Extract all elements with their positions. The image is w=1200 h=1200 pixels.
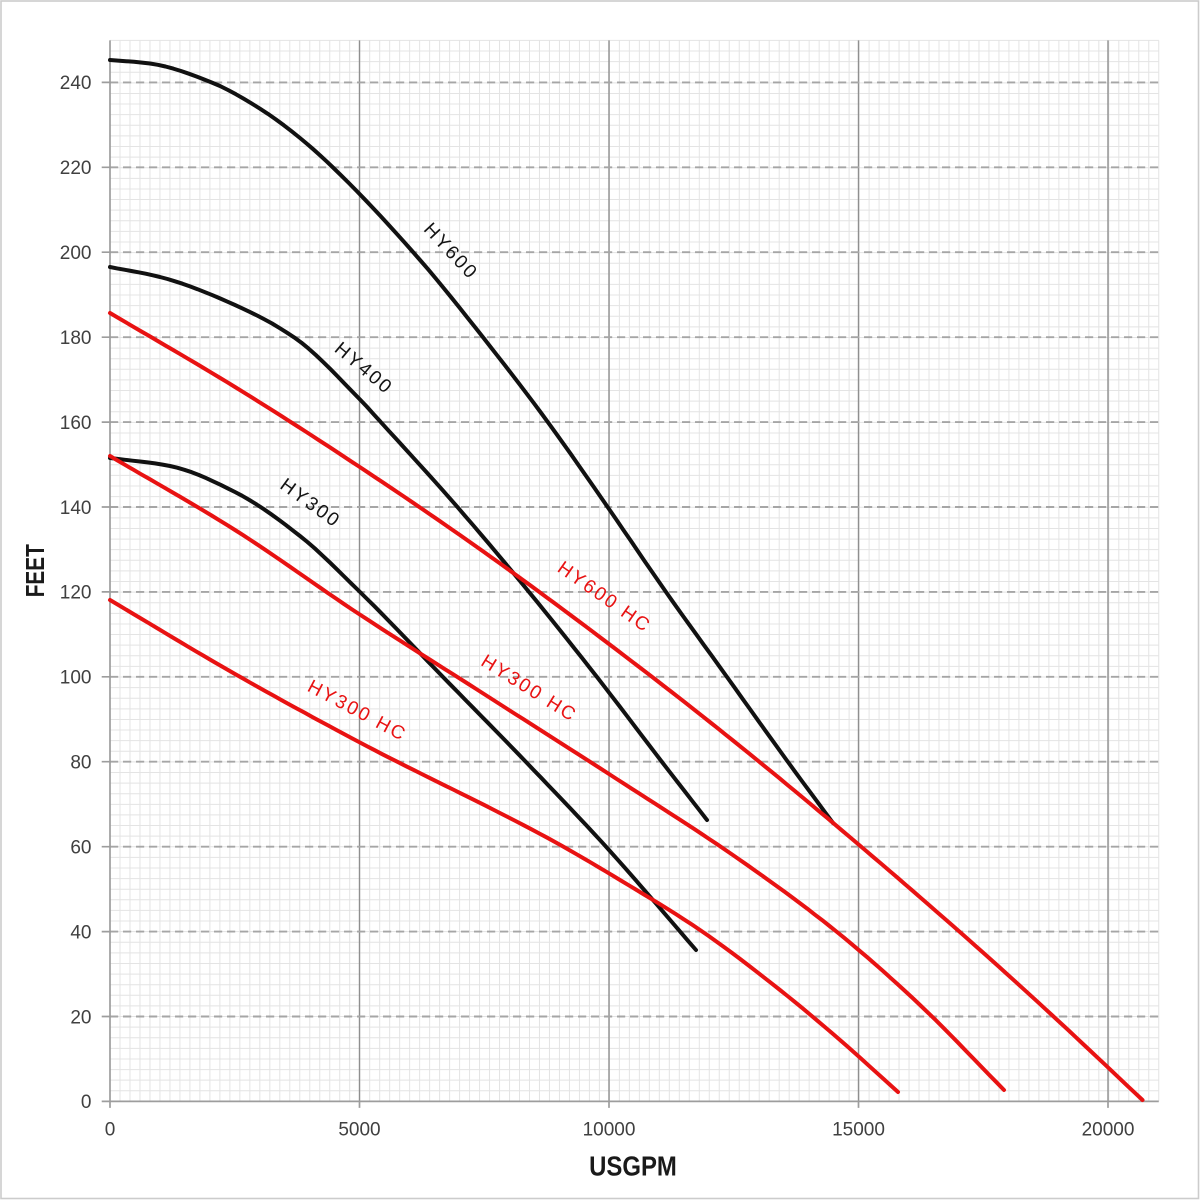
svg-text:5000: 5000: [338, 1120, 380, 1141]
svg-text:60: 60: [70, 838, 91, 859]
svg-text:FEET: FEET: [21, 544, 50, 598]
svg-text:100: 100: [60, 668, 92, 689]
svg-text:40: 40: [70, 922, 91, 943]
svg-text:180: 180: [60, 328, 92, 349]
svg-text:160: 160: [60, 413, 92, 434]
svg-text:20000: 20000: [1082, 1120, 1135, 1141]
svg-text:220: 220: [60, 158, 92, 179]
svg-text:200: 200: [60, 243, 92, 264]
svg-text:10000: 10000: [583, 1120, 636, 1141]
svg-text:20: 20: [70, 1007, 91, 1028]
svg-text:0: 0: [105, 1120, 116, 1141]
svg-text:80: 80: [70, 753, 91, 774]
svg-text:140: 140: [60, 498, 92, 519]
svg-text:15000: 15000: [832, 1120, 885, 1141]
svg-text:120: 120: [60, 583, 92, 604]
svg-text:0: 0: [81, 1092, 92, 1113]
svg-text:USGPM: USGPM: [589, 1150, 677, 1182]
svg-text:240: 240: [60, 73, 92, 94]
